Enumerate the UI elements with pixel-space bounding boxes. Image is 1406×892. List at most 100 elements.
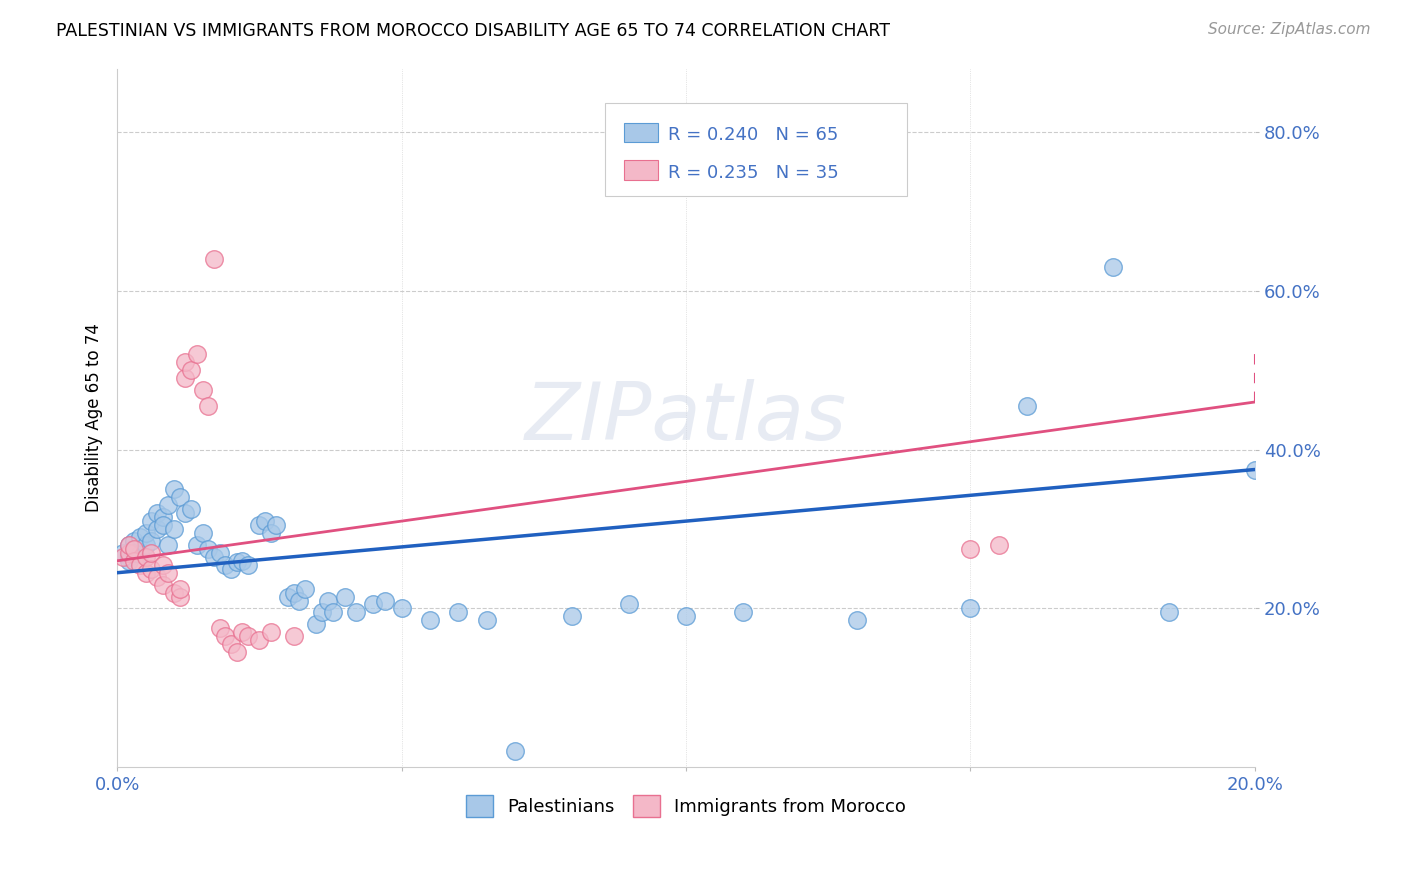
Point	[152, 558, 174, 572]
Legend: Palestinians, Immigrants from Morocco: Palestinians, Immigrants from Morocco	[458, 789, 914, 824]
Point	[231, 625, 253, 640]
Point	[344, 606, 367, 620]
Point	[146, 570, 169, 584]
Point	[675, 609, 697, 624]
Point	[333, 590, 356, 604]
Point	[202, 252, 225, 266]
Point	[174, 506, 197, 520]
Point	[129, 530, 152, 544]
Point	[135, 566, 157, 580]
Point	[283, 629, 305, 643]
Point	[174, 371, 197, 385]
Point	[163, 483, 186, 497]
Point	[236, 558, 259, 572]
Point	[135, 549, 157, 564]
Point	[419, 613, 441, 627]
Point	[219, 637, 242, 651]
Point	[117, 538, 139, 552]
Point	[505, 744, 527, 758]
Point	[169, 582, 191, 596]
Point	[180, 363, 202, 377]
Point	[959, 541, 981, 556]
Point	[373, 593, 395, 607]
Point	[174, 355, 197, 369]
Point	[361, 598, 384, 612]
Point	[236, 629, 259, 643]
Point	[225, 645, 247, 659]
Point	[1101, 260, 1123, 274]
Point	[247, 518, 270, 533]
Point	[322, 606, 344, 620]
Point	[254, 514, 277, 528]
Point	[283, 585, 305, 599]
Point	[111, 549, 134, 564]
Point	[561, 609, 583, 624]
Point	[845, 613, 868, 627]
Point	[260, 526, 283, 541]
Point	[447, 606, 470, 620]
Point	[208, 546, 231, 560]
Point	[617, 598, 640, 612]
Point	[191, 526, 214, 541]
Point	[1243, 462, 1265, 476]
Point	[157, 566, 180, 580]
Point	[214, 629, 236, 643]
Point	[208, 621, 231, 635]
Point	[186, 347, 208, 361]
Point	[391, 601, 413, 615]
Point	[117, 554, 139, 568]
Point	[141, 514, 163, 528]
Point	[163, 585, 186, 599]
Point	[247, 633, 270, 648]
Point	[987, 538, 1010, 552]
Point	[191, 383, 214, 397]
Point	[129, 548, 152, 562]
Point	[202, 549, 225, 564]
Point	[197, 399, 219, 413]
Point	[731, 606, 754, 620]
Point	[266, 518, 288, 533]
Text: PALESTINIAN VS IMMIGRANTS FROM MOROCCO DISABILITY AGE 65 TO 74 CORRELATION CHART: PALESTINIAN VS IMMIGRANTS FROM MOROCCO D…	[56, 22, 890, 40]
Point	[294, 582, 316, 596]
Point	[959, 601, 981, 615]
Point	[152, 510, 174, 524]
Point	[141, 546, 163, 560]
Point	[111, 546, 134, 560]
Point	[122, 546, 145, 560]
Point	[311, 606, 333, 620]
Point	[141, 533, 163, 548]
Point	[135, 538, 157, 552]
Point	[122, 533, 145, 548]
Point	[305, 617, 328, 632]
Text: R = 0.240   N = 65: R = 0.240 N = 65	[668, 127, 838, 145]
Point	[135, 526, 157, 541]
Point	[1159, 606, 1181, 620]
Point	[169, 590, 191, 604]
Point	[316, 593, 339, 607]
Point	[122, 554, 145, 568]
Point	[117, 538, 139, 552]
Point	[180, 502, 202, 516]
Point	[117, 549, 139, 564]
Point	[260, 625, 283, 640]
Point	[169, 491, 191, 505]
Point	[122, 541, 145, 556]
Point	[277, 590, 299, 604]
Point	[231, 554, 253, 568]
Text: ZIPatlas: ZIPatlas	[524, 379, 846, 457]
Point	[225, 555, 247, 569]
Point	[163, 522, 186, 536]
Y-axis label: Disability Age 65 to 74: Disability Age 65 to 74	[86, 324, 103, 512]
Point	[186, 538, 208, 552]
Text: Source: ZipAtlas.com: Source: ZipAtlas.com	[1208, 22, 1371, 37]
Point	[152, 518, 174, 533]
Point	[157, 538, 180, 552]
Point	[146, 522, 169, 536]
Point	[122, 541, 145, 556]
Point	[129, 558, 152, 572]
Point	[141, 562, 163, 576]
Point	[117, 546, 139, 560]
Point	[146, 506, 169, 520]
Point	[214, 558, 236, 572]
Point	[157, 498, 180, 512]
